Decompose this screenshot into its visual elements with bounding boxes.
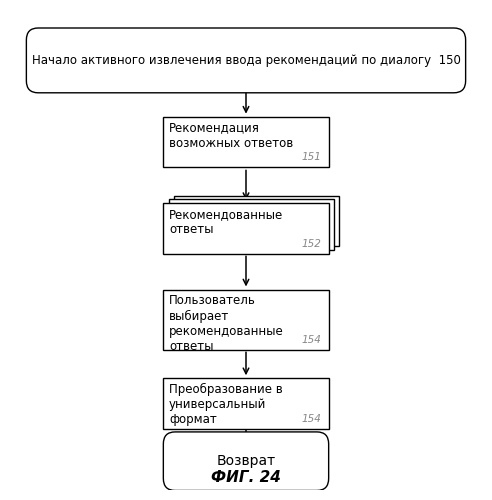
Text: ФИГ. 24: ФИГ. 24 bbox=[211, 470, 281, 485]
Text: 151: 151 bbox=[302, 152, 322, 162]
Bar bbox=[163, 117, 329, 167]
Bar bbox=[163, 378, 329, 429]
Bar bbox=[174, 196, 339, 246]
Text: Рекомендация
возможных ответов: Рекомендация возможных ответов bbox=[169, 122, 293, 150]
Text: 152: 152 bbox=[302, 239, 322, 249]
Text: Возврат: Возврат bbox=[216, 454, 276, 468]
Text: Преобразование в
универсальный
формат: Преобразование в универсальный формат bbox=[169, 383, 283, 426]
FancyBboxPatch shape bbox=[27, 28, 465, 93]
Bar bbox=[163, 290, 329, 350]
Text: Начало активного извлечения ввода рекомендаций по диалогу  150: Начало активного извлечения ввода рекоме… bbox=[31, 54, 461, 67]
Bar bbox=[163, 203, 329, 254]
FancyBboxPatch shape bbox=[163, 432, 329, 490]
Text: Рекомендованные
ответы: Рекомендованные ответы bbox=[169, 208, 283, 236]
Bar bbox=[169, 200, 335, 250]
Text: 154: 154 bbox=[302, 414, 322, 424]
Text: 154: 154 bbox=[302, 335, 322, 345]
Text: Пользователь
выбирает
рекомендованные
ответы: Пользователь выбирает рекомендованные от… bbox=[169, 294, 284, 352]
